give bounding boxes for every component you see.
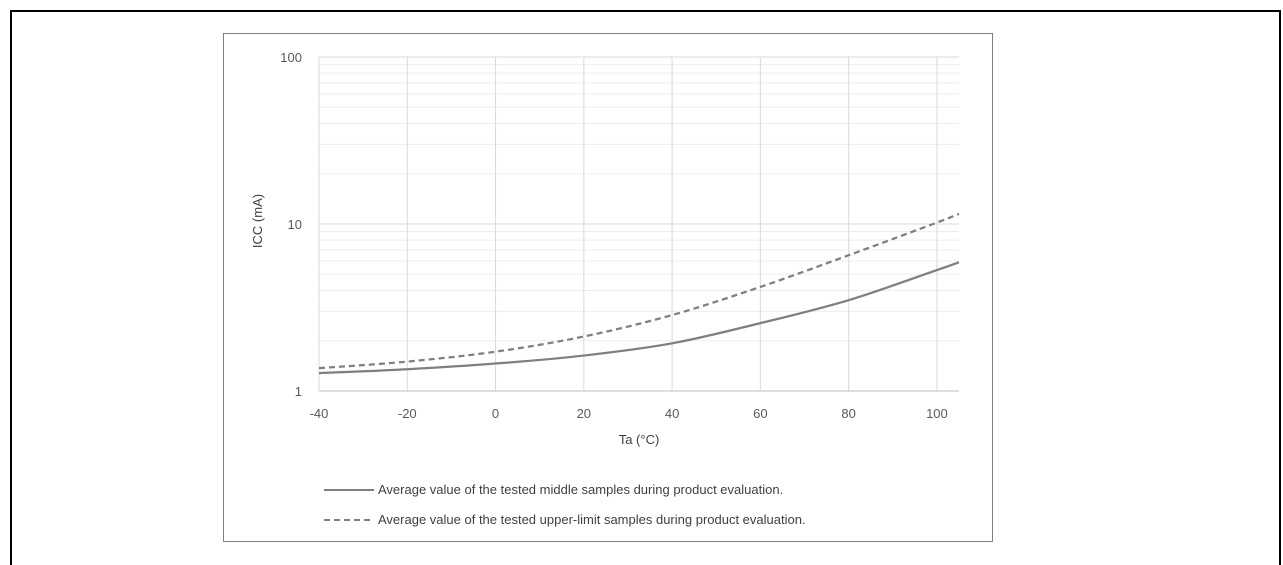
y-tick-label: 1 xyxy=(295,384,302,399)
x-tick-label: 100 xyxy=(926,406,948,421)
legend-label-upper-limit: Average value of the tested upper-limit … xyxy=(378,512,806,527)
y-axis-title: ICC (mA) xyxy=(250,194,265,248)
x-tick-label: 40 xyxy=(665,406,679,421)
x-tick-label: 20 xyxy=(577,406,591,421)
y-tick-label: 100 xyxy=(280,50,302,65)
line-chart: -40 -20 0 20 40 60 80 100 1 10 100 ICC (mA) Ta (°C… xyxy=(250,50,960,527)
grid-lines xyxy=(318,56,959,392)
x-tick-label: 0 xyxy=(492,406,499,421)
y-tick-label: 10 xyxy=(288,217,302,232)
legend: Average value of the tested middle sampl… xyxy=(324,482,806,527)
series-lines xyxy=(318,212,960,375)
x-tick-label: 80 xyxy=(841,406,855,421)
series-line-middle xyxy=(318,261,960,375)
x-tick-label: -40 xyxy=(310,406,329,421)
tick-labels: -40 -20 0 20 40 60 80 100 1 10 100 xyxy=(280,50,947,421)
legend-label-middle: Average value of the tested middle sampl… xyxy=(378,482,783,497)
x-tick-label: -20 xyxy=(398,406,417,421)
page-frame xyxy=(10,10,1281,565)
chart-container: -40 -20 0 20 40 60 80 100 1 10 100 ICC (mA) Ta (°C… xyxy=(223,33,993,542)
x-axis-title: Ta (°C) xyxy=(619,432,660,447)
x-tick-label: 60 xyxy=(753,406,767,421)
series-line-upper-limit xyxy=(318,212,960,370)
